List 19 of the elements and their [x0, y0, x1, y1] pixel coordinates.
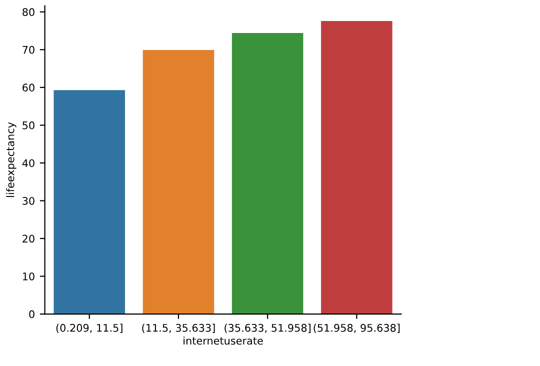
x-tick-label: (51.958, 95.638] [314, 324, 400, 334]
y-tick-label: 50 [22, 121, 34, 130]
y-tick-label: 0 [29, 310, 34, 318]
bar [321, 20, 392, 314]
x-tick-label: (11.5, 35.633] [142, 324, 215, 334]
y-tick-label: 30 [22, 196, 34, 205]
x-tick-label: (35.633, 51.958] [224, 324, 310, 334]
y-axis-title: lifeexpectancy [6, 122, 16, 197]
y-tick-label: 40 [22, 159, 34, 168]
y-tick-label: 20 [22, 234, 34, 243]
y-tick-label: 70 [22, 46, 34, 54]
x-axis-title: internetuserate [184, 336, 263, 345]
bar [54, 90, 126, 314]
bar [142, 50, 214, 314]
y-tick-label: 10 [22, 272, 34, 280]
y-tick-label: 80 [22, 8, 34, 16]
y-tick-label: 60 [22, 84, 34, 92]
bar [232, 33, 304, 314]
x-tick-label: (0.209, 11.5] [56, 324, 122, 334]
